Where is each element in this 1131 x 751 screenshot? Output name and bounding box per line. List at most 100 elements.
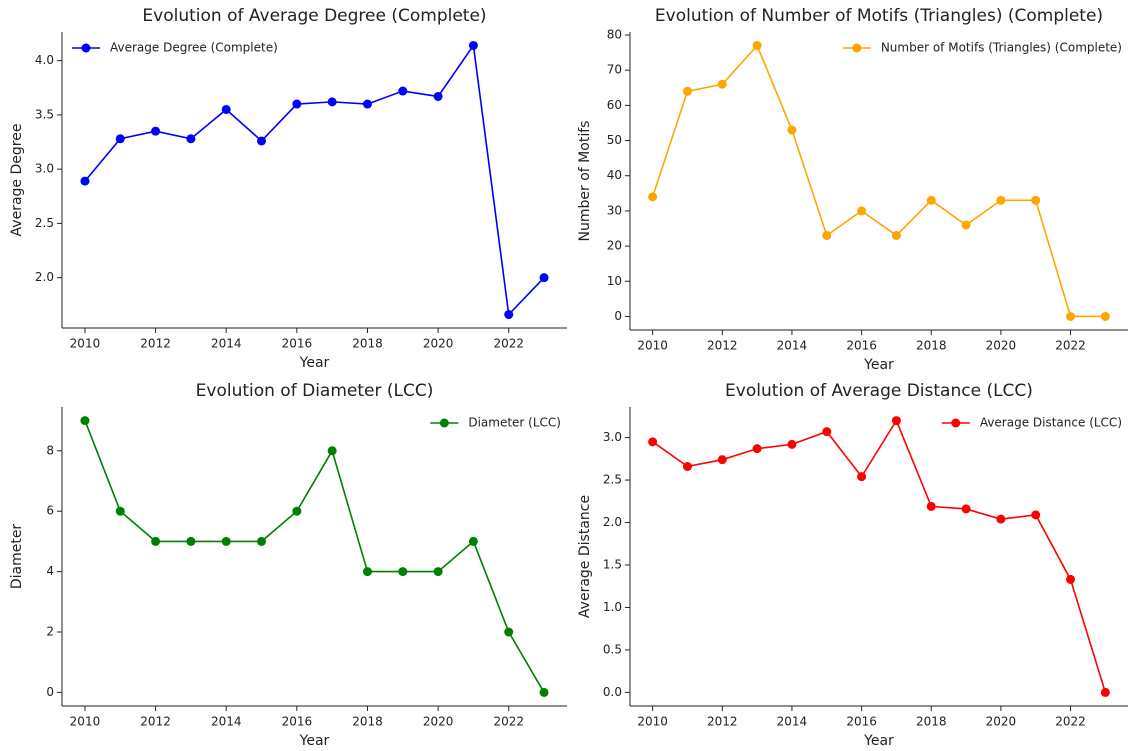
data-point (891, 416, 901, 426)
data-point (857, 206, 867, 216)
data-point (822, 231, 832, 241)
x-tick-label: 2012 (707, 715, 738, 729)
data-point (961, 504, 971, 514)
data-point (186, 536, 196, 546)
y-tick-label: 60 (607, 98, 622, 112)
data-point (151, 536, 161, 546)
data-point (682, 86, 692, 96)
y-tick-label: 20 (607, 239, 622, 253)
series-line (651, 44, 1106, 318)
x-tick-label: 2010 (70, 715, 101, 729)
data-point (926, 501, 936, 511)
data-point (648, 192, 658, 202)
data-point (257, 536, 267, 546)
y-tick-label: 40 (607, 168, 622, 182)
y-tick-label: 6 (46, 504, 54, 518)
data-point (996, 195, 1006, 205)
x-tick-label: 2020 (423, 337, 454, 351)
y-tick-label: 2.0 (35, 270, 54, 284)
data-point (891, 231, 901, 241)
x-tick-label: 2014 (777, 339, 808, 353)
data-point (787, 439, 797, 449)
legend-label: Diameter (LCC) (468, 416, 561, 430)
x-tick-label: 2014 (777, 715, 808, 729)
y-tick-label: 3.0 (603, 430, 622, 444)
legend-label: Number of Motifs (Triangles) (Complete) (881, 41, 1122, 55)
data-point (717, 455, 727, 465)
chart-title: Evolution of Average Degree (Complete) (142, 6, 486, 26)
y-axis-label: Diameter (9, 524, 25, 590)
y-tick-label: 10 (607, 274, 622, 288)
series-line (652, 418, 1107, 693)
data-point (682, 461, 692, 471)
legend-marker (81, 43, 91, 53)
data-point (1031, 195, 1041, 205)
x-tick-label: 2012 (140, 337, 171, 351)
x-tick-label: 2014 (211, 337, 242, 351)
data-point (186, 134, 196, 144)
data-point (961, 220, 971, 230)
x-tick-label: 2012 (140, 715, 171, 729)
data-point (822, 427, 832, 437)
x-axis-label: Year (299, 733, 330, 749)
y-tick-label: 4 (46, 564, 54, 578)
y-tick-label: 0 (46, 685, 54, 699)
data-point (221, 536, 231, 546)
y-tick-label: 50 (607, 133, 622, 147)
x-tick-label: 2018 (916, 715, 947, 729)
data-point (80, 416, 90, 426)
data-point (504, 310, 514, 320)
y-tick-label: 8 (46, 443, 54, 457)
y-axis-label: Average Degree (9, 124, 25, 237)
data-point (1066, 574, 1076, 584)
data-point (1031, 510, 1041, 520)
x-tick-label: 2016 (846, 715, 877, 729)
x-tick-label: 2018 (352, 715, 383, 729)
x-tick-label: 2020 (423, 715, 454, 729)
legend-marker (951, 418, 961, 428)
chart-title: Evolution of Diameter (LCC) (196, 381, 434, 401)
series-line (84, 43, 545, 317)
x-tick-label: 2016 (282, 337, 313, 351)
data-point (468, 536, 478, 546)
x-tick-label: 2020 (986, 715, 1017, 729)
x-axis-label: Year (863, 357, 894, 373)
data-point (539, 687, 549, 697)
x-tick-label: 2020 (986, 339, 1017, 353)
series-line (84, 420, 545, 693)
legend-marker (852, 43, 862, 53)
y-tick-label: 30 (607, 203, 622, 217)
data-point (80, 176, 90, 186)
data-point (433, 567, 443, 577)
data-point (115, 134, 125, 144)
x-tick-label: 2010 (637, 715, 668, 729)
data-point (1100, 311, 1110, 321)
data-point (539, 273, 549, 283)
x-tick-label: 2012 (707, 339, 738, 353)
data-point (717, 79, 727, 89)
x-tick-label: 2010 (70, 337, 101, 351)
x-tick-label: 2022 (493, 337, 524, 351)
data-point (648, 437, 658, 447)
legend-label: Average Degree (Complete) (110, 41, 278, 55)
y-tick-label: 3.0 (35, 162, 54, 176)
x-tick-label: 2022 (493, 715, 524, 729)
y-tick-label: 70 (607, 63, 622, 77)
data-point (433, 91, 443, 101)
y-axis-label: Number of Motifs (577, 121, 593, 242)
data-point (221, 104, 231, 114)
y-tick-label: 80 (607, 27, 622, 41)
legend-label: Average Distance (LCC) (980, 416, 1122, 430)
data-point (257, 136, 267, 146)
data-point (504, 627, 514, 637)
x-axis-label: Year (299, 355, 330, 371)
data-point (151, 126, 161, 136)
y-tick-label: 2.5 (35, 216, 54, 230)
data-point (857, 472, 867, 482)
data-point (1100, 687, 1110, 697)
x-tick-label: 2022 (1055, 715, 1086, 729)
y-tick-label: 0 (614, 309, 622, 323)
data-point (398, 567, 408, 577)
chart-title: Evolution of Average Distance (LCC) (725, 381, 1033, 401)
